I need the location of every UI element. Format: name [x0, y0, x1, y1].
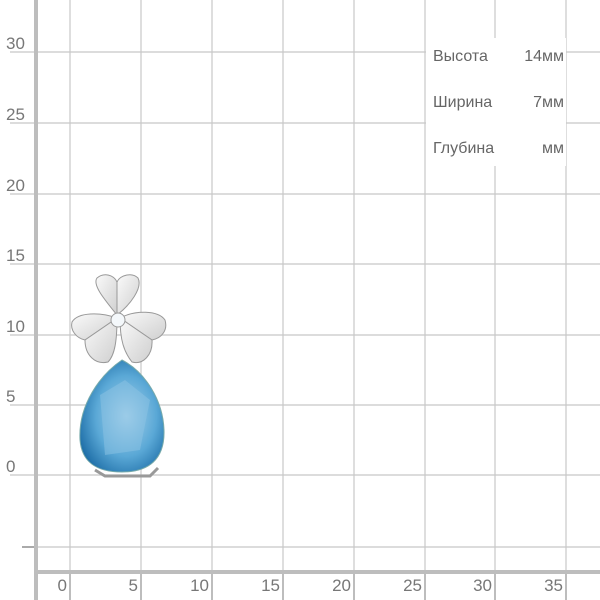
y-tick-label: 10	[6, 317, 25, 336]
x-tick-label: 10	[190, 576, 209, 595]
x-tick-label: 15	[261, 576, 280, 595]
dimension-width: Ширина 7мм	[433, 94, 564, 112]
dimensions-panel: Высота 14мм Ширина 7мм Глубина мм	[426, 38, 566, 166]
dimension-label: Ширина	[433, 94, 493, 111]
y-tick-label: 5	[6, 387, 16, 406]
x-tick-label: 0	[57, 576, 67, 595]
x-tick-label: 35	[544, 576, 563, 595]
y-tick-label: 20	[6, 176, 25, 195]
x-tick-label: 5	[128, 576, 138, 595]
y-tick-label: 25	[6, 105, 25, 124]
y-tick-label: 30	[6, 34, 25, 53]
dimension-label: Высота	[433, 48, 488, 65]
y-tick-label: 0	[6, 457, 16, 476]
x-tick-label: 25	[403, 576, 422, 595]
dimension-value: 7мм	[533, 94, 564, 111]
pendant-image	[71, 274, 167, 478]
dimension-value: 14мм	[524, 48, 564, 65]
dimension-value: мм	[542, 140, 564, 157]
dimension-label: Глубина	[433, 140, 495, 157]
x-tick-label: 20	[332, 576, 351, 595]
y-tick-label: 15	[6, 246, 25, 265]
dimension-height: Высота 14мм	[433, 48, 564, 66]
x-tick-label: 30	[473, 576, 492, 595]
dimension-depth: Глубина мм	[433, 140, 564, 158]
